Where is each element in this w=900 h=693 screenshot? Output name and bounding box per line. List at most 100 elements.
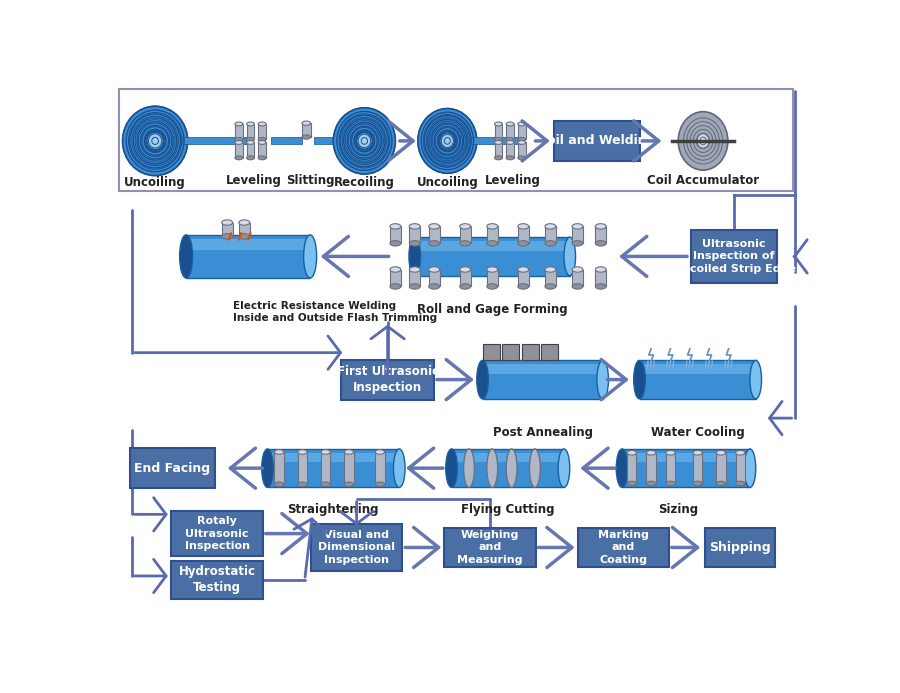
- Ellipse shape: [393, 449, 405, 487]
- Ellipse shape: [303, 235, 317, 278]
- FancyBboxPatch shape: [622, 453, 750, 462]
- Ellipse shape: [627, 481, 636, 486]
- Bar: [472, 137, 519, 144]
- Ellipse shape: [506, 141, 514, 144]
- Ellipse shape: [122, 106, 188, 175]
- FancyBboxPatch shape: [706, 528, 775, 567]
- Bar: [627, 453, 636, 484]
- Bar: [502, 344, 519, 360]
- Ellipse shape: [428, 267, 439, 272]
- Ellipse shape: [262, 449, 274, 487]
- Text: Uncoiling: Uncoiling: [417, 175, 478, 188]
- Ellipse shape: [147, 132, 163, 150]
- Ellipse shape: [428, 224, 439, 229]
- Bar: [595, 270, 607, 286]
- Ellipse shape: [440, 133, 454, 149]
- Ellipse shape: [716, 481, 725, 486]
- Ellipse shape: [344, 482, 354, 486]
- Ellipse shape: [716, 450, 725, 455]
- Ellipse shape: [409, 237, 420, 276]
- Ellipse shape: [518, 122, 526, 126]
- Bar: [487, 227, 498, 243]
- FancyBboxPatch shape: [452, 449, 564, 487]
- Ellipse shape: [302, 135, 310, 139]
- FancyBboxPatch shape: [482, 360, 603, 399]
- Ellipse shape: [356, 132, 372, 149]
- Ellipse shape: [477, 360, 489, 399]
- Ellipse shape: [495, 137, 502, 141]
- Bar: [428, 227, 439, 243]
- Ellipse shape: [666, 450, 675, 455]
- Ellipse shape: [506, 449, 517, 487]
- Ellipse shape: [518, 267, 528, 272]
- Ellipse shape: [693, 450, 702, 455]
- Bar: [272, 137, 302, 144]
- Ellipse shape: [146, 132, 164, 150]
- Ellipse shape: [595, 240, 607, 246]
- Bar: [495, 124, 502, 139]
- FancyBboxPatch shape: [186, 239, 310, 250]
- Ellipse shape: [558, 449, 570, 487]
- FancyBboxPatch shape: [482, 365, 603, 374]
- Ellipse shape: [545, 283, 556, 289]
- Ellipse shape: [258, 156, 266, 160]
- Bar: [390, 227, 400, 243]
- Text: Coil Accumulator: Coil Accumulator: [647, 174, 759, 187]
- Ellipse shape: [487, 224, 498, 229]
- Ellipse shape: [446, 449, 457, 487]
- Bar: [344, 452, 354, 484]
- Ellipse shape: [545, 267, 556, 272]
- Ellipse shape: [460, 267, 471, 272]
- Ellipse shape: [375, 482, 384, 486]
- Ellipse shape: [595, 224, 607, 229]
- Text: Leveling: Leveling: [485, 174, 541, 187]
- Ellipse shape: [506, 137, 514, 141]
- Ellipse shape: [235, 122, 243, 126]
- Bar: [483, 344, 500, 360]
- Ellipse shape: [518, 141, 526, 144]
- Text: Flying Cutting: Flying Cutting: [461, 503, 554, 516]
- Ellipse shape: [410, 283, 420, 289]
- Text: Shipping: Shipping: [709, 541, 771, 554]
- Text: Hydrostatic
Testing: Hydrostatic Testing: [178, 565, 256, 595]
- Bar: [460, 270, 471, 286]
- Ellipse shape: [247, 122, 255, 126]
- Bar: [428, 270, 439, 286]
- Ellipse shape: [274, 482, 284, 486]
- Ellipse shape: [390, 267, 400, 272]
- Bar: [646, 453, 656, 484]
- Text: Ultrasonic
Inspection of
Uncoiled Strip Edge: Ultrasonic Inspection of Uncoiled Strip …: [672, 239, 796, 274]
- Ellipse shape: [258, 122, 266, 126]
- Ellipse shape: [247, 141, 255, 144]
- Bar: [321, 452, 330, 484]
- Bar: [314, 137, 345, 144]
- Bar: [182, 137, 248, 144]
- FancyBboxPatch shape: [341, 360, 434, 400]
- Ellipse shape: [518, 283, 528, 289]
- Bar: [410, 270, 420, 286]
- Ellipse shape: [247, 156, 255, 160]
- Bar: [545, 270, 556, 286]
- Ellipse shape: [418, 109, 477, 173]
- Bar: [541, 344, 558, 360]
- Ellipse shape: [597, 360, 608, 399]
- Ellipse shape: [298, 482, 307, 486]
- Ellipse shape: [247, 137, 255, 141]
- Ellipse shape: [634, 360, 645, 399]
- Text: Sizing: Sizing: [658, 503, 698, 516]
- FancyBboxPatch shape: [640, 365, 756, 374]
- Ellipse shape: [439, 132, 455, 150]
- Bar: [302, 123, 310, 137]
- Ellipse shape: [180, 235, 193, 278]
- FancyBboxPatch shape: [452, 453, 564, 462]
- Ellipse shape: [428, 283, 439, 289]
- Ellipse shape: [375, 450, 384, 455]
- Ellipse shape: [627, 450, 636, 455]
- Ellipse shape: [646, 481, 656, 486]
- Ellipse shape: [487, 283, 498, 289]
- Ellipse shape: [666, 481, 675, 486]
- FancyBboxPatch shape: [415, 237, 570, 276]
- Ellipse shape: [495, 141, 502, 144]
- Bar: [595, 227, 607, 243]
- Ellipse shape: [460, 240, 471, 246]
